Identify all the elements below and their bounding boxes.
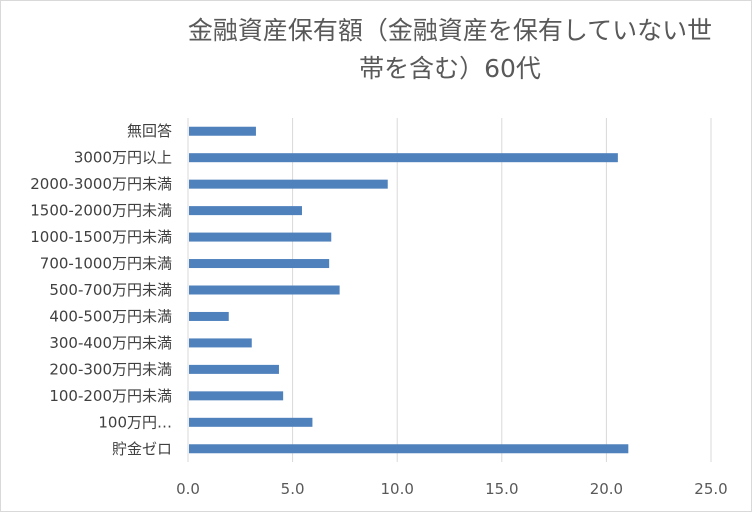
bar <box>189 232 332 242</box>
category-label: 無回答 <box>127 122 172 140</box>
x-tick-label: 0.0 <box>176 480 200 498</box>
category-label: 1000-1500万円未満 <box>30 228 172 246</box>
bar <box>189 179 388 189</box>
category-label: 100万円… <box>98 413 172 431</box>
category-label: 100-200万円未満 <box>49 387 172 405</box>
bar <box>189 391 284 401</box>
x-tick-label: 25.0 <box>694 480 727 498</box>
bar <box>189 417 313 427</box>
x-tick-label: 20.0 <box>590 480 623 498</box>
category-label: 200-300万円未満 <box>49 360 172 378</box>
bar <box>189 444 629 454</box>
category-label: 3000万円以上 <box>74 149 172 167</box>
x-tick-label: 5.0 <box>281 480 305 498</box>
chart-title-line-1: 金融資産保有額（金融資産を保有していない世 <box>187 16 713 45</box>
category-labels: 無回答 3000万円以上 2000-3000万円未満 1500-2000万円未満 100… <box>30 122 172 458</box>
category-label: 500-700万円未満 <box>49 281 172 299</box>
bar <box>189 206 302 216</box>
x-tick-label: 10.0 <box>380 480 413 498</box>
bar <box>189 153 618 163</box>
category-label: 400-500万円未満 <box>49 307 172 325</box>
bars <box>189 126 629 454</box>
category-label: 1500-2000万円未満 <box>30 202 172 220</box>
bar <box>189 338 252 348</box>
chart-title: 金融資産保有額（金融資産を保有していない世 帯を含む）60代 <box>150 12 750 88</box>
category-label: 貯金ゼロ <box>112 440 172 458</box>
category-label: 300-400万円未満 <box>49 334 172 352</box>
category-label: 700-1000万円未満 <box>40 255 172 273</box>
bar <box>189 285 340 295</box>
bar <box>189 311 229 321</box>
chart-title-line-2: 帯を含む）60代 <box>359 54 541 83</box>
bar <box>189 364 279 374</box>
category-label: 2000-3000万円未満 <box>30 175 172 193</box>
bar <box>189 259 330 269</box>
x-tick-label: 15.0 <box>485 480 518 498</box>
bar <box>189 126 256 136</box>
x-tick-labels: 0.0 5.0 10.0 15.0 20.0 25.0 <box>176 480 728 498</box>
